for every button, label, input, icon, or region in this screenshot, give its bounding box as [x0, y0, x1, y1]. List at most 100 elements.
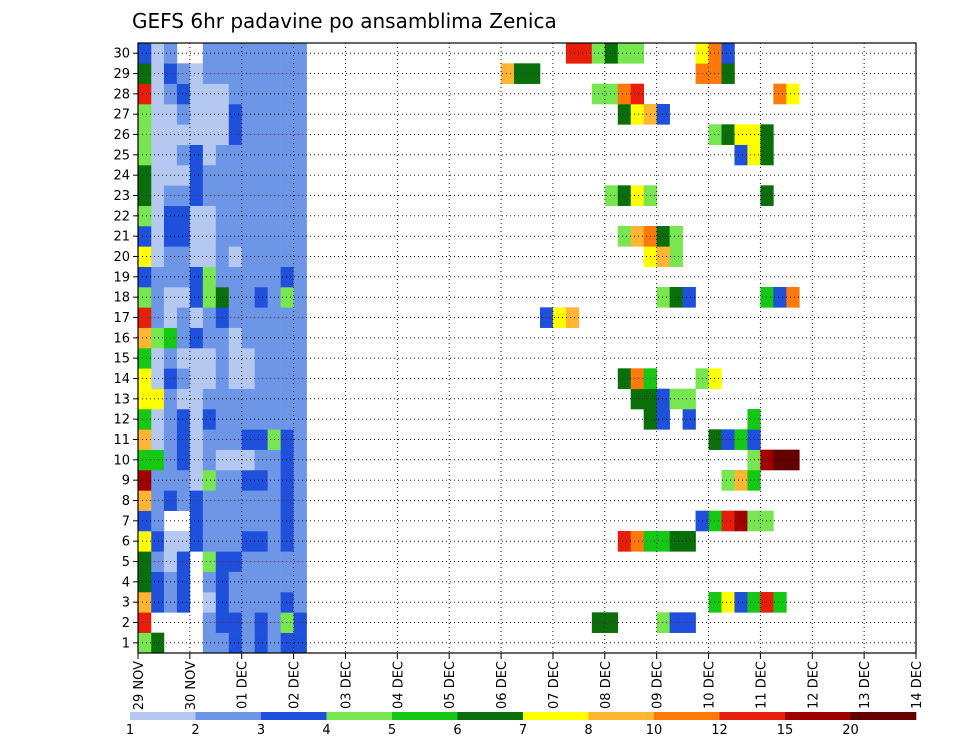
heatmap-cell-high: [760, 144, 774, 166]
y-tick-label: 18: [113, 291, 130, 306]
heatmap-cell-high: [604, 185, 619, 206]
colorbar-swatch: [654, 712, 720, 720]
heatmap-cell: [293, 185, 307, 206]
heatmap-cell: [280, 429, 294, 450]
y-tick-label: 5: [122, 555, 130, 570]
heatmap-cell-high: [734, 592, 748, 613]
heatmap-cell-high: [708, 510, 722, 532]
heatmap-cell: [189, 104, 204, 125]
heatmap-cell: [280, 307, 294, 328]
heatmap-cell: [176, 409, 191, 430]
heatmap-cell: [150, 246, 165, 267]
heatmap-cell: [254, 226, 268, 247]
heatmap-cell: [254, 348, 268, 369]
colorbar-label: 2: [191, 723, 199, 738]
heatmap-cell-high: [138, 226, 152, 247]
y-tick-label: 25: [113, 148, 130, 163]
heatmap-cell: [150, 165, 165, 186]
heatmap-cell: [202, 144, 217, 166]
heatmap-cell-high: [138, 83, 152, 105]
heatmap-cell: [228, 612, 243, 633]
heatmap-cell-high: [617, 104, 632, 125]
heatmap-cell: [228, 185, 243, 206]
heatmap-cell: [280, 449, 294, 471]
y-tick-label: 29: [113, 67, 130, 82]
heatmap-cell-high: [682, 612, 696, 633]
heatmap-cell: [254, 144, 268, 166]
colorbar-label: 20: [842, 723, 859, 738]
heatmap-cell: [189, 388, 204, 410]
heatmap-cell: [228, 226, 243, 247]
x-tick-label: 08 DEC: [599, 661, 614, 709]
heatmap-cell: [254, 429, 268, 450]
heatmap-cell: [241, 83, 255, 105]
x-tick-label: 04 DEC: [391, 661, 406, 709]
heatmap-cell: [202, 246, 217, 267]
heatmap-cell: [202, 510, 217, 532]
heatmap-cell-high: [708, 368, 722, 389]
heatmap-cell-high: [773, 83, 787, 105]
heatmap-cell: [189, 124, 204, 145]
heatmap-cell: [293, 409, 307, 430]
heatmap-cell-high: [708, 124, 722, 145]
heatmap-cell: [189, 226, 204, 247]
heatmap-cell: [150, 327, 165, 349]
y-tick-label: 9: [122, 474, 130, 489]
colorbar-label: 1: [126, 723, 134, 738]
heatmap-cell-high: [721, 63, 735, 84]
heatmap-cell-high: [656, 287, 670, 308]
heatmap-cell-high: [656, 246, 670, 267]
heatmap-cell-high: [604, 43, 619, 64]
heatmap-cell-high: [656, 612, 670, 633]
heatmap-cell: [254, 510, 268, 532]
heatmap-cell: [176, 592, 191, 613]
heatmap-cell: [280, 531, 294, 552]
chart-title: GEFS 6hr padavine po ansamblima Zenica: [132, 9, 557, 33]
x-tick-label: 29 NOV: [132, 661, 147, 710]
y-tick-label: 28: [113, 87, 130, 102]
heatmap-cell-high: [138, 429, 152, 450]
y-tick-label: 6: [122, 535, 130, 550]
heatmap-cell: [150, 632, 165, 654]
x-tick-label: 09 DEC: [651, 661, 666, 709]
heatmap-cell: [202, 470, 217, 491]
y-tick-label: 14: [113, 372, 130, 387]
colorbar-label: 15: [777, 723, 794, 738]
heatmap-cell: [150, 429, 165, 450]
heatmap-cell: [176, 368, 191, 389]
heatmap-cell: [150, 449, 165, 471]
colorbar-label: 6: [453, 723, 461, 738]
heatmap-cell-high: [138, 551, 152, 572]
heatmap-cell: [176, 429, 191, 450]
heatmap-cell-high: [773, 592, 787, 613]
heatmap-cell-high: [617, 83, 632, 105]
heatmap-cell: [241, 165, 255, 186]
heatmap-cell: [241, 327, 255, 349]
heatmap-cell: [241, 429, 255, 450]
heatmap-cell: [293, 124, 307, 145]
heatmap-cell: [176, 63, 191, 84]
heatmap-cell: [241, 266, 255, 288]
heatmap-cell: [176, 327, 191, 349]
colorbar: 1 2 3 4 5 6 7 8 10 12 15 20: [126, 712, 917, 738]
heatmap-cell: [293, 510, 307, 532]
colorbar-label: 4: [322, 723, 330, 738]
heatmap-cell: [176, 83, 191, 105]
heatmap-cell: [189, 531, 204, 552]
heatmap-cell: [176, 144, 191, 166]
x-tick-label: 10 DEC: [703, 661, 718, 709]
heatmap-cell: [293, 43, 307, 64]
heatmap-cell: [254, 551, 268, 572]
heatmap-cell: [254, 449, 268, 471]
y-tick-label: 16: [113, 331, 130, 346]
heatmap-cell: [228, 490, 243, 511]
colorbar-swatch: [195, 712, 262, 720]
heatmap-cell-high: [552, 307, 567, 328]
heatmap-cell: [176, 287, 191, 308]
heatmap-cell: [280, 165, 294, 186]
heatmap-cell: [202, 388, 217, 410]
heatmap-cell-high: [669, 531, 683, 552]
heatmap-cell-high: [760, 185, 774, 206]
heatmap-cell: [280, 632, 294, 654]
heatmap-cell: [202, 531, 217, 552]
